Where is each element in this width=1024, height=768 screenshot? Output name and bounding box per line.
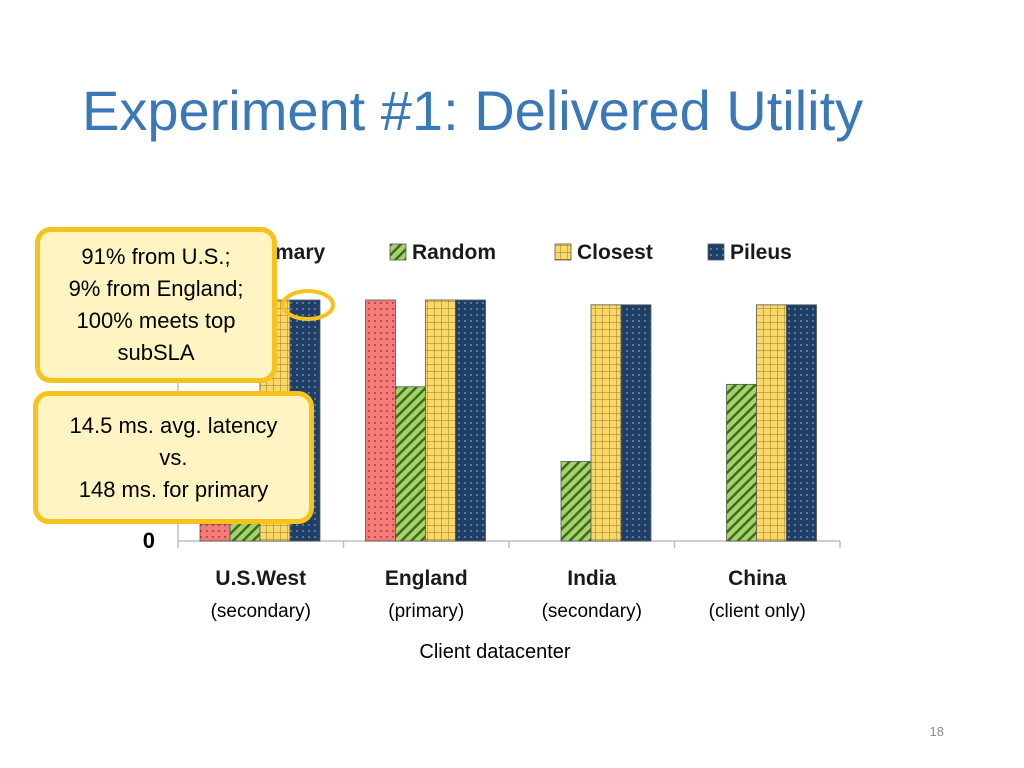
bar-primary-1 (365, 299, 396, 542)
category-label: England (385, 567, 468, 590)
bar-closest-1 (425, 299, 456, 542)
callout-latency: 14.5 ms. avg. latency vs. 148 ms. for pr… (33, 391, 314, 524)
x-axis-title: Client datacenter (419, 641, 571, 663)
y-tick-label: 0 (143, 528, 155, 553)
bar-pileus-2 (620, 304, 652, 542)
category-sublabel: (secondary) (211, 601, 311, 622)
category-sublabel: (secondary) (542, 601, 642, 622)
category-label: China (728, 567, 787, 590)
bar-closest-3 (756, 304, 787, 542)
legend-swatch (707, 243, 725, 261)
bar-closest-2 (590, 304, 622, 542)
legend-swatch (389, 243, 407, 261)
slide-title: Experiment #1: Delivered Utility (82, 79, 864, 142)
highlight-ellipse (281, 289, 335, 321)
bar-random-2 (560, 461, 592, 542)
legend-label: Closest (577, 241, 653, 264)
slide-number: 18 (929, 724, 944, 739)
category-sublabel: (client only) (709, 601, 806, 622)
legend-swatch (554, 243, 572, 261)
callout-source-breakdown: 91% from U.S.; 9% from England; 100% mee… (35, 227, 277, 383)
legend-label: Pileus (730, 241, 792, 264)
category-label: India (567, 567, 616, 590)
bar-pileus-3 (786, 304, 817, 542)
bar-pileus-1 (455, 299, 486, 542)
category-sublabel: (primary) (388, 601, 464, 622)
bar-random-3 (726, 383, 757, 542)
legend-label: Random (412, 241, 496, 264)
category-label: U.S.West (215, 567, 306, 590)
bar-random-1 (395, 386, 426, 542)
bar-primary-0 (199, 523, 231, 542)
